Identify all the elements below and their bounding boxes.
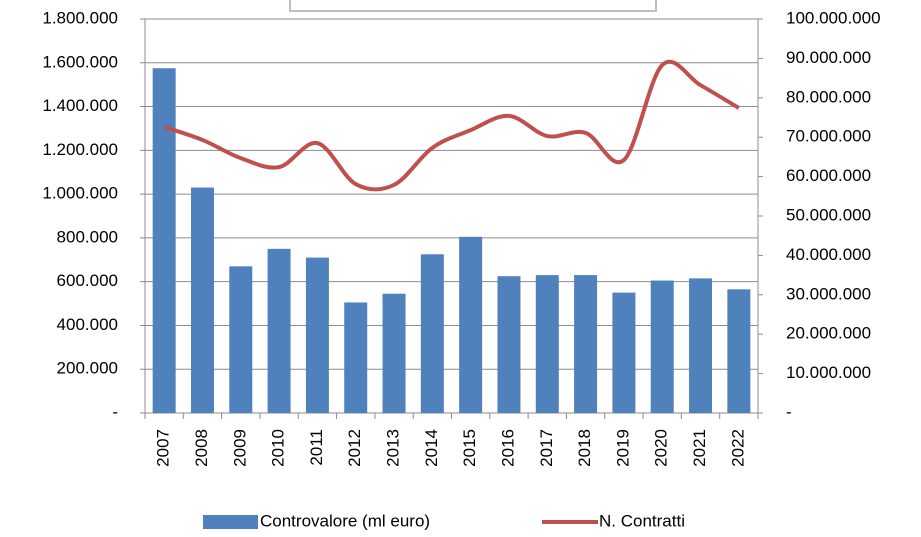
bar: [190, 187, 214, 413]
bar: [267, 248, 291, 413]
y-tick-label: 200.000: [57, 359, 118, 378]
legend-swatch: [203, 515, 258, 529]
bar: [305, 257, 329, 413]
y-tick-label: 600.000: [57, 271, 118, 290]
y2-tick-label: 30.000.000: [786, 284, 871, 303]
y-tick-label: 1.400.000: [42, 96, 118, 115]
x-tick-label: 2012: [345, 429, 364, 467]
legend-label: Controvalore (ml euro): [260, 511, 430, 530]
x-tick-label: 2021: [690, 429, 709, 467]
x-tick-label: 2022: [728, 429, 747, 467]
y-tick-label: 800.000: [57, 227, 118, 246]
bar: [459, 236, 483, 413]
y-tick-label: 1.200.000: [42, 140, 118, 159]
x-tick-label: 2011: [307, 429, 326, 466]
y-tick-label: 400.000: [57, 315, 118, 334]
x-tick-label: 2018: [575, 429, 594, 467]
x-tick-label: 2016: [498, 429, 517, 467]
x-tick-label: 2013: [384, 429, 403, 467]
bar: [574, 275, 598, 413]
bar: [727, 289, 751, 413]
y-tick-label: 1.000.000: [42, 184, 118, 203]
y-tick-label: 1.800.000: [42, 8, 118, 27]
bar: [612, 292, 636, 413]
y2-tick-label: 50.000.000: [786, 205, 871, 224]
bar: [152, 68, 176, 413]
y-tick-label: 1.600.000: [42, 52, 118, 71]
x-tick-label: 2015: [460, 429, 479, 467]
line: [163, 59, 740, 192]
bar: [420, 254, 444, 413]
bar: [382, 293, 406, 413]
y2-tick-label: 90.000.000: [786, 48, 871, 67]
bar: [689, 278, 713, 413]
x-tick-label: 2007: [154, 429, 173, 467]
x-tick-label: 2008: [192, 429, 211, 467]
x-tick-label: 2019: [613, 429, 632, 467]
y2-tick-label: 60.000.000: [786, 166, 871, 185]
bar: [650, 280, 674, 413]
x-tick-label: 2010: [269, 429, 288, 467]
y2-tick-label: 10.000.000: [786, 363, 871, 382]
bar: [497, 276, 521, 413]
legend-label: N. Contratti: [599, 511, 685, 530]
x-tick-label: 2020: [652, 429, 671, 467]
y2-tick-label: 80.000.000: [786, 87, 871, 106]
y2-tick-label: 100.000.000: [786, 8, 881, 27]
x-tick-label: 2017: [537, 429, 556, 467]
x-tick-label: 2014: [422, 429, 441, 467]
y2-tick-label: 20.000.000: [786, 324, 871, 343]
y-tick-label: -: [112, 402, 118, 421]
bar: [535, 275, 559, 413]
y2-tick-label: 40.000.000: [786, 245, 871, 264]
bar: [229, 266, 253, 413]
title-box: [289, 0, 657, 12]
bar: [344, 302, 368, 413]
x-tick-label: 2009: [230, 429, 249, 467]
y2-tick-label: -: [786, 402, 792, 421]
y2-tick-label: 70.000.000: [786, 127, 871, 146]
